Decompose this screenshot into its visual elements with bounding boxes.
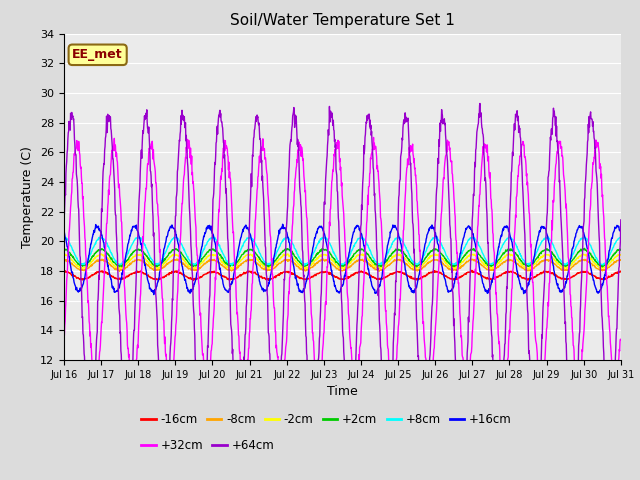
Line: +64cm: +64cm (64, 104, 621, 435)
+32cm (552, 166, 559, 172)
+2cm (170, 247, 178, 253)
+8cm (170, 235, 178, 241)
+64cm (184, 163, 191, 169)
+2cm (617, 247, 625, 253)
+2cm (502, 248, 509, 254)
+64cm (476, 101, 484, 107)
Line: +2cm: +2cm (64, 248, 621, 267)
-2cm (429, 252, 437, 257)
+8cm (502, 237, 510, 243)
-16cm (552, 273, 559, 279)
+32cm (170, 348, 178, 353)
+16cm (502, 223, 510, 229)
-16cm (502, 270, 510, 276)
+8cm (552, 248, 559, 253)
+32cm (60, 334, 68, 339)
Line: -8cm: -8cm (64, 259, 621, 271)
+8cm (247, 235, 255, 240)
+64cm (429, 269, 437, 275)
+16cm (60, 230, 68, 236)
+32cm (246, 316, 254, 322)
Text: EE_met: EE_met (72, 48, 123, 61)
+2cm (551, 254, 559, 260)
+2cm (580, 245, 588, 251)
+8cm (228, 263, 236, 268)
+16cm (150, 292, 157, 298)
-8cm (552, 262, 559, 268)
-16cm (246, 269, 254, 275)
+32cm (276, 387, 284, 393)
+32cm (370, 134, 378, 140)
Line: -16cm: -16cm (64, 270, 621, 280)
Line: -2cm: -2cm (64, 254, 621, 269)
Line: +8cm: +8cm (64, 237, 621, 265)
-2cm (617, 252, 625, 258)
-8cm (502, 257, 510, 263)
+2cm (598, 264, 606, 270)
Legend: +32cm, +64cm: +32cm, +64cm (137, 434, 279, 457)
-8cm (246, 257, 254, 263)
-8cm (375, 268, 383, 274)
-2cm (502, 252, 510, 258)
-8cm (170, 257, 178, 263)
-2cm (247, 252, 255, 258)
+16cm (184, 288, 192, 294)
+32cm (184, 145, 191, 151)
+64cm (170, 253, 178, 259)
-16cm (189, 277, 197, 283)
+8cm (429, 235, 437, 241)
Line: +32cm: +32cm (64, 137, 621, 390)
+8cm (60, 234, 68, 240)
+16cm (279, 221, 287, 227)
-16cm (184, 275, 191, 280)
+2cm (429, 247, 436, 253)
-8cm (617, 257, 625, 263)
+16cm (552, 274, 559, 279)
+64cm (617, 217, 625, 223)
+2cm (184, 259, 191, 264)
-16cm (429, 269, 437, 275)
Title: Soil/Water Temperature Set 1: Soil/Water Temperature Set 1 (230, 13, 455, 28)
+8cm (617, 235, 625, 241)
+32cm (502, 367, 510, 372)
+16cm (246, 232, 254, 238)
-16cm (468, 267, 476, 273)
-2cm (115, 266, 122, 272)
+32cm (617, 337, 625, 343)
-8cm (429, 257, 437, 263)
-2cm (172, 252, 179, 258)
+16cm (171, 226, 179, 232)
+64cm (420, 432, 428, 438)
-16cm (170, 269, 178, 275)
-2cm (97, 251, 104, 257)
-2cm (185, 263, 193, 269)
Y-axis label: Temperature (C): Temperature (C) (22, 146, 35, 248)
X-axis label: Time: Time (327, 385, 358, 398)
-16cm (60, 268, 68, 274)
+16cm (617, 229, 625, 235)
Line: +16cm: +16cm (64, 224, 621, 295)
-16cm (617, 268, 625, 274)
+64cm (552, 123, 559, 129)
-8cm (60, 257, 68, 263)
+8cm (209, 234, 217, 240)
-2cm (552, 258, 559, 264)
+2cm (246, 247, 254, 253)
+64cm (502, 309, 510, 314)
-8cm (173, 256, 181, 262)
+8cm (184, 254, 191, 260)
-8cm (184, 265, 192, 271)
+2cm (60, 246, 68, 252)
+32cm (429, 352, 437, 358)
-2cm (60, 252, 68, 258)
+16cm (429, 226, 437, 231)
+64cm (246, 204, 254, 209)
+64cm (60, 211, 68, 216)
